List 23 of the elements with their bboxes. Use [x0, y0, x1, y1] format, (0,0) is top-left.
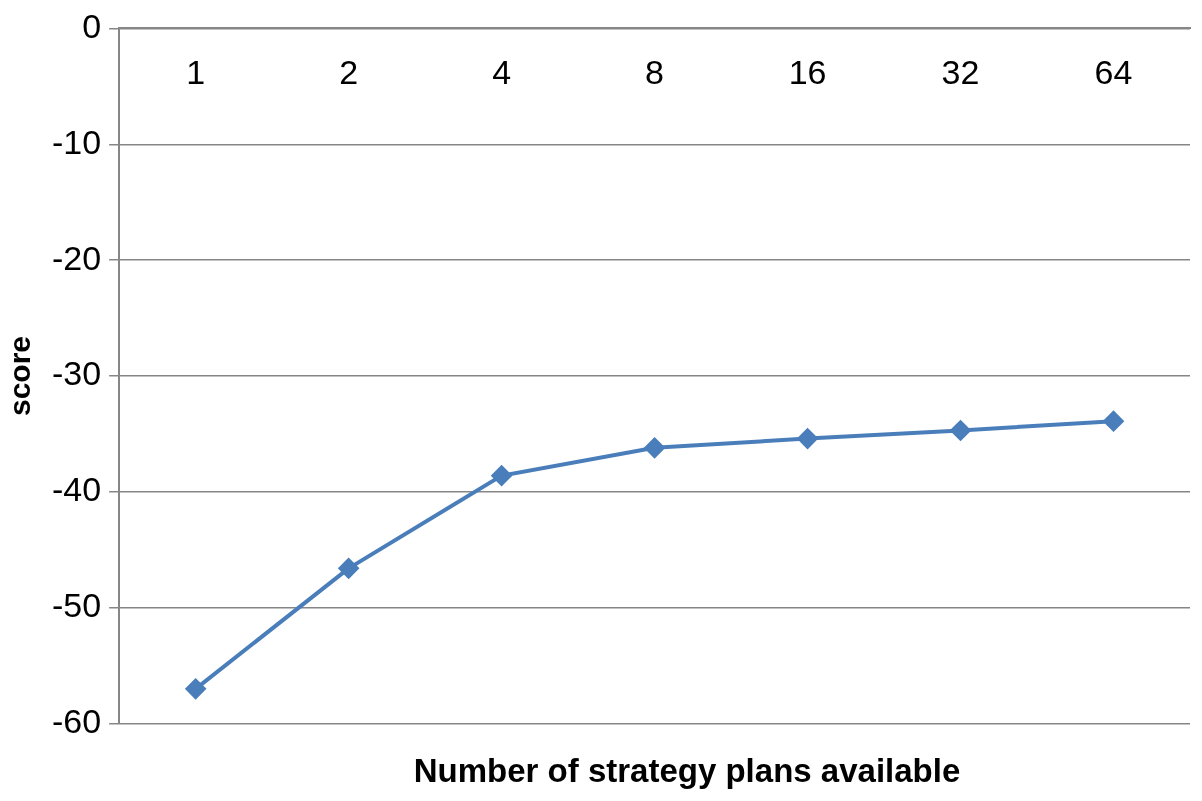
point — [338, 558, 359, 579]
point — [1103, 411, 1124, 432]
x-axis-title: Number of strategy plans available — [412, 752, 962, 790]
y-tick-label: 0 — [82, 6, 102, 45]
point — [185, 678, 206, 699]
y-tick-label: -20 — [52, 238, 102, 277]
y-tick-label: -40 — [52, 470, 102, 509]
x-tick-label: 2 — [339, 53, 359, 92]
x-tick-label: 64 — [1094, 53, 1133, 92]
x-tick-label: 32 — [941, 53, 980, 92]
x-tick-label: 16 — [788, 53, 827, 92]
y-axis-title: score — [3, 335, 37, 417]
y-tick-label: -50 — [52, 586, 102, 625]
y-tick-label: -10 — [52, 122, 102, 161]
point — [491, 465, 512, 486]
point — [797, 428, 818, 449]
x-tick-label: 8 — [645, 53, 665, 92]
y-tick-label: -60 — [52, 701, 102, 740]
point — [950, 420, 971, 441]
point — [644, 437, 665, 458]
y-tick-label: -30 — [52, 354, 102, 393]
x-tick-label: 1 — [186, 53, 206, 92]
x-tick-label: 4 — [492, 53, 512, 92]
